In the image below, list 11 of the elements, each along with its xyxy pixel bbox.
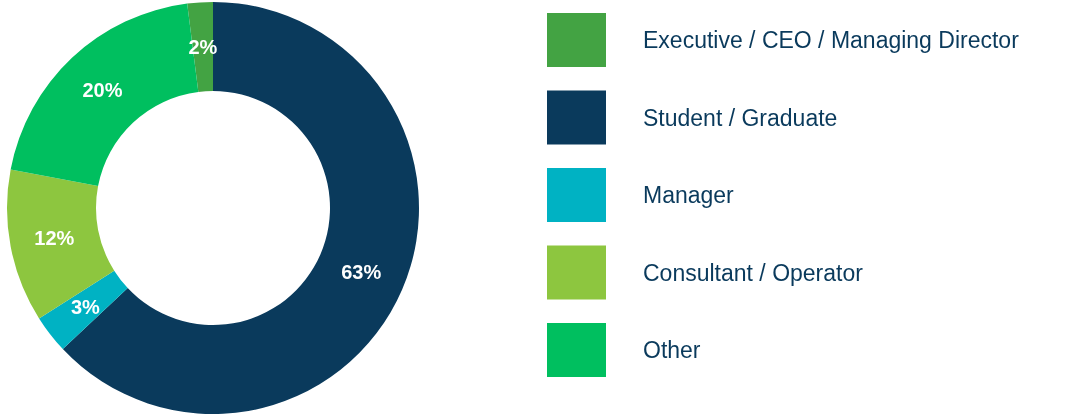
data-label: 63% [341,261,382,284]
donut-slice [39,270,128,350]
data-label: 12% [34,227,75,250]
legend-label: Student / Graduate [643,104,838,131]
legend-label: Consultant / Operator [643,259,864,286]
data-label: 20% [82,79,123,102]
legend-label: Executive / CEO / Managing Director [643,27,1020,54]
data-label: 3% [70,295,101,318]
donut-slice [7,169,115,319]
legend-label: Other [643,337,701,364]
legend-label: Manager [643,182,735,209]
